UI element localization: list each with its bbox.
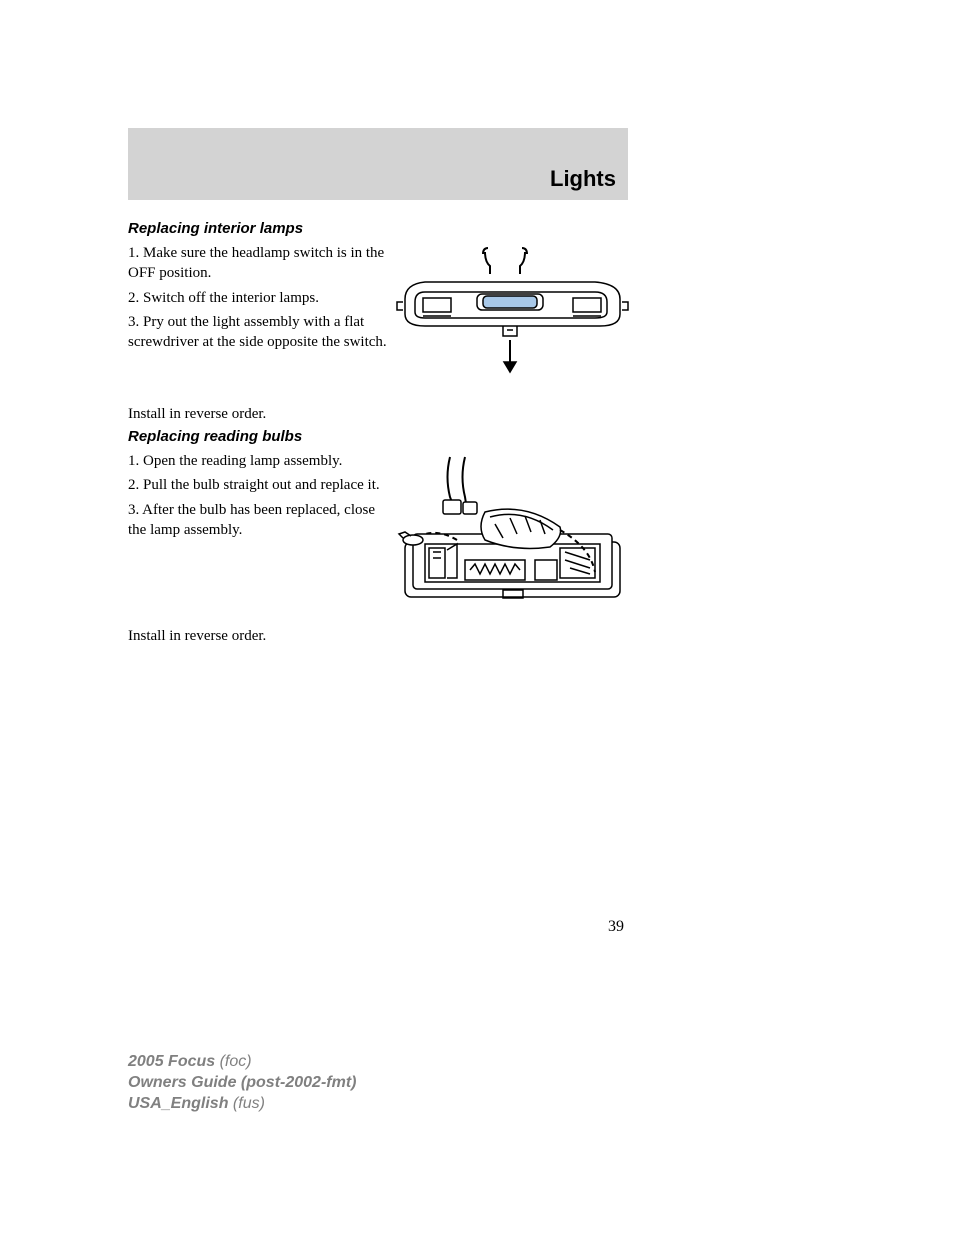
closing-text: Install in reverse order. <box>128 404 266 424</box>
step-text: 3. Pry out the light assembly with a fla… <box>128 312 388 353</box>
subheading: Replacing reading bulbs <box>128 428 388 445</box>
footer-code: (fus) <box>228 1095 264 1112</box>
figure-reading-bulb <box>395 452 630 612</box>
page-number: 39 <box>608 918 624 936</box>
step-text: 2. Switch off the interior lamps. <box>128 288 388 308</box>
chapter-header: Lights <box>128 128 628 200</box>
footer: 2005 Focus (foc) Owners Guide (post-2002… <box>128 1052 356 1114</box>
step-text: 2. Pull the bulb straight out and replac… <box>128 475 388 495</box>
step-text: 1. Make sure the headlamp switch is in t… <box>128 243 388 284</box>
step-text: 3. After the bulb has been replaced, clo… <box>128 500 388 541</box>
section-interior-lamps: Replacing interior lamps 1. Make sure th… <box>128 220 388 356</box>
section-reading-bulbs: Replacing reading bulbs 1. Open the read… <box>128 428 388 544</box>
footer-guide: Owners Guide (post-2002-fmt) <box>128 1074 356 1091</box>
footer-lang: USA_English <box>128 1095 228 1112</box>
footer-model: 2005 Focus <box>128 1053 215 1070</box>
footer-line: 2005 Focus (foc) <box>128 1052 356 1073</box>
footer-line: Owners Guide (post-2002-fmt) <box>128 1073 356 1094</box>
footer-code: (foc) <box>215 1053 251 1070</box>
step-text: 1. Open the reading lamp assembly. <box>128 451 388 471</box>
figure-interior-lamp <box>395 244 630 384</box>
chapter-title: Lights <box>550 166 616 192</box>
subheading: Replacing interior lamps <box>128 220 388 237</box>
closing-text: Install in reverse order. <box>128 626 266 646</box>
footer-line: USA_English (fus) <box>128 1094 356 1115</box>
